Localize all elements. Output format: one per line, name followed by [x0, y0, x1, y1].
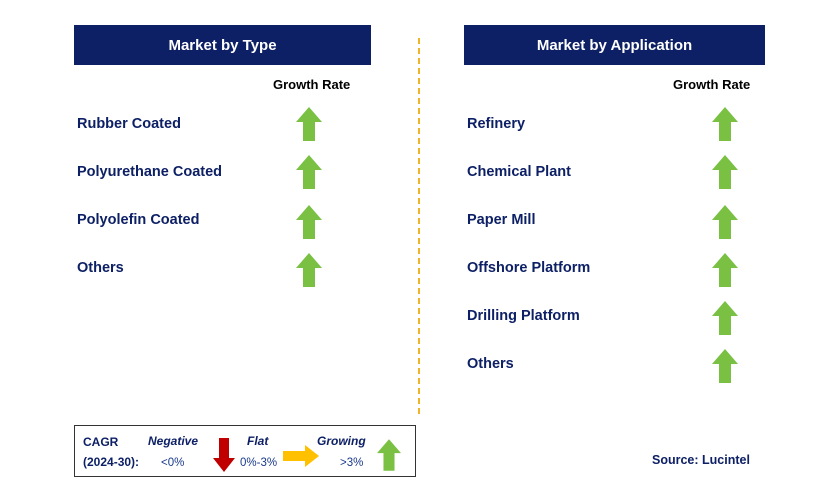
legend-cagr-label: CAGR — [83, 435, 119, 449]
green-up-arrow-icon — [712, 301, 738, 335]
legend-growing-range: >3% — [340, 457, 364, 469]
application-row-label: Offshore Platform — [467, 260, 591, 276]
legend-period-label: (2024-30): — [83, 455, 140, 469]
type-growth-rate-label: Growth Rate — [273, 77, 351, 92]
type-row-label: Others — [77, 260, 124, 276]
green-up-arrow-icon — [377, 439, 401, 471]
application-row-label: Refinery — [467, 116, 526, 132]
application-growth-rate-label: Growth Rate — [673, 77, 751, 92]
yellow-right-arrow-icon — [283, 445, 319, 467]
green-up-arrow-icon — [296, 205, 322, 239]
legend-negative-range: <0% — [161, 457, 185, 469]
green-up-arrow-icon — [712, 253, 738, 287]
type-row-label: Polyurethane Coated — [77, 164, 223, 180]
legend-negative-label: Negative — [148, 434, 199, 448]
legend-flat-label: Flat — [247, 434, 269, 448]
application-row-label: Others — [467, 356, 514, 372]
cagr-legend: CAGR (2024-30): Negative <0% Flat 0%-3% … — [74, 425, 416, 477]
application-panel-header: Market by Application — [464, 25, 765, 65]
green-up-arrow-icon — [712, 349, 738, 383]
legend-growing-label: Growing — [317, 434, 366, 448]
application-row-label: Paper Mill — [467, 212, 536, 228]
type-row-label: Polyolefin Coated — [77, 212, 200, 228]
application-row-label: Drilling Platform — [467, 308, 580, 324]
green-up-arrow-icon — [296, 155, 322, 189]
green-up-arrow-icon — [712, 155, 738, 189]
legend-flat-range: 0%-3% — [240, 457, 278, 469]
type-row-label: Rubber Coated — [77, 116, 181, 132]
green-up-arrow-icon — [296, 107, 322, 141]
green-up-arrow-icon — [712, 205, 738, 239]
source-label: Source: Lucintel — [652, 453, 750, 467]
panel-divider — [418, 38, 420, 414]
application-row-label: Chemical Plant — [467, 164, 571, 180]
red-down-arrow-icon — [213, 438, 235, 472]
type-panel-header: Market by Type — [74, 25, 371, 65]
green-up-arrow-icon — [296, 253, 322, 287]
green-up-arrow-icon — [712, 107, 738, 141]
